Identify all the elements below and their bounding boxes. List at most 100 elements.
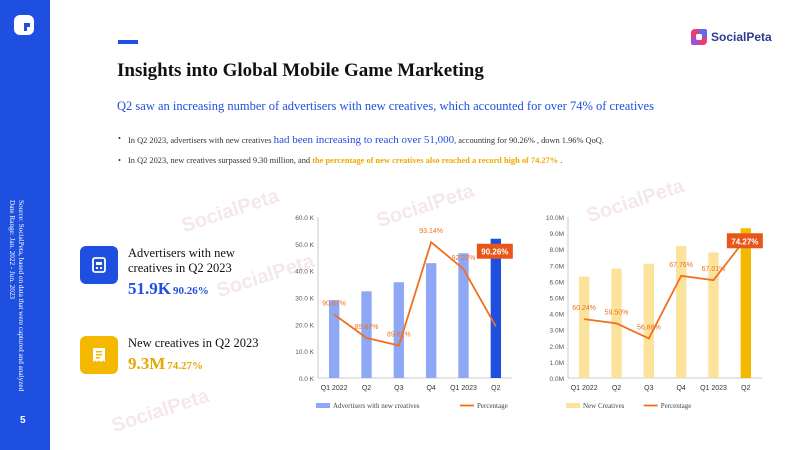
title-accent-bar [118, 40, 138, 44]
data-label: 89.87% [355, 324, 379, 331]
bullet-text: In Q2 2023, advertisers with new creativ… [128, 136, 274, 145]
stat-percentage: 90.26% [172, 285, 209, 297]
stat-label: Advertisers with new creatives in Q2 202… [128, 246, 235, 275]
y-tick-label: 6.0M [550, 279, 564, 286]
receipt-icon [80, 336, 118, 374]
y-tick-label: 30.0 K [295, 296, 314, 303]
y-tick-label: 20.0 K [295, 322, 314, 329]
date-range-text: Date Range: Jan. 2022 - Jun. 2023 [8, 200, 17, 300]
stat-value: 51.9K [128, 279, 171, 298]
callout-label: 74.27% [731, 237, 758, 246]
socialpeta-logo-icon [14, 15, 34, 35]
legend-label: Advertisers with new creatives [333, 402, 420, 410]
x-tick-label: Q2 [491, 385, 500, 392]
bar [328, 300, 340, 378]
y-tick-label: 10.0 K [295, 349, 314, 356]
bar [458, 253, 469, 378]
y-tick-label: 8.0M [550, 247, 564, 254]
bar [393, 282, 405, 378]
bar [578, 276, 590, 378]
x-tick-label: Q1 2022 [321, 385, 348, 392]
percentage-line [584, 237, 747, 340]
bar [740, 228, 752, 378]
bar [708, 252, 719, 378]
y-tick-label: 7.0M [550, 263, 564, 270]
y-tick-label: 3.0M [550, 328, 564, 335]
sidebar: Source: SocialPeta, based on data that w… [0, 0, 50, 450]
watermark: SocialPeta [108, 384, 212, 438]
bar [675, 245, 687, 378]
callout-box [476, 243, 513, 259]
chart-creatives: 0.0M 1.0M 2.0M 3.0M 4.0M 5.0M 6.0M 7.0M 8.0M 9.0M… [532, 205, 792, 420]
y-tick-label: 40.0 K [295, 269, 314, 276]
y-tick-label: 0.0 K [299, 376, 315, 383]
bar [643, 263, 655, 378]
advertisers-chart: 0.0 K 10.0 K 20.0 K 30.0 K 40.0 K 50.0 K 60.0 … [295, 215, 513, 410]
x-tick-label: Q4 [676, 385, 685, 392]
creatives-chart: 0.0M 1.0M 2.0M 3.0M 4.0M 5.0M 6.0M 7.0M 8.0M 9.0M… [546, 215, 763, 410]
bar [361, 291, 372, 378]
y-tick-label: 60.0 K [295, 215, 314, 222]
source-text: Source: SocialPeta, based on data that w… [17, 200, 25, 392]
stat-value: 9.3M [128, 354, 166, 373]
legend-swatch-bars [316, 403, 330, 408]
data-label: 92.22% [452, 255, 476, 262]
bullet-text: , accounting for 90.26% , down 1.96% QoQ… [454, 136, 604, 145]
ad-card-icon [80, 246, 118, 284]
x-tick-label: Q4 [426, 385, 435, 392]
x-tick-label: Q1 2022 [571, 385, 598, 392]
y-tick-label: 4.0M [550, 312, 564, 319]
stat-new-creatives: New creatives in Q2 2023 9.3M 74.27% [80, 336, 259, 374]
x-tick-label: Q2 [612, 385, 621, 392]
brand-logo: SocialPeta [690, 28, 772, 46]
x-tick-label: Q2 [362, 385, 371, 392]
bullet-highlight: had been increasing to reach over 51,000 [273, 134, 455, 146]
page-title: Insights into Global Mobile Game Marketi… [117, 60, 484, 81]
bullet-list: In Q2 2023, advertisers with new creativ… [118, 134, 758, 175]
data-label: 89.61% [387, 332, 411, 339]
y-tick-label: 1.0M [550, 360, 564, 367]
x-tick-label: Q3 [394, 385, 403, 392]
data-label: 67.76% [669, 262, 693, 269]
y-tick-label: 10.0M [546, 215, 564, 222]
percentage-line [333, 240, 497, 347]
data-label: 59.50% [605, 309, 629, 316]
bullet-item: In Q2 2023, new creatives surpassed 9.30… [118, 156, 758, 165]
bar [490, 238, 502, 378]
stat-advertisers: Advertisers with new creatives in Q2 202… [80, 246, 258, 299]
stat-label: New creatives in Q2 2023 [128, 336, 259, 350]
data-label: 60.24% [572, 305, 596, 312]
y-tick-label: 0.0M [550, 376, 564, 383]
source-note: Source: SocialPeta, based on data that w… [8, 200, 48, 400]
data-label: 67.01% [702, 266, 726, 273]
legend-label: New Creatives [583, 402, 625, 410]
callout-label: 90.26% [481, 248, 508, 257]
bar [425, 263, 437, 378]
data-label: 56.88% [637, 324, 661, 331]
data-label: 93.14% [419, 228, 443, 235]
y-tick-label: 50.0 K [295, 242, 314, 249]
data-label: 90.67% [322, 300, 346, 307]
stat-percentage: 74.27% [167, 360, 204, 372]
x-tick-label: Q3 [644, 385, 653, 392]
brand-name: SocialPeta [711, 30, 772, 44]
y-tick-label: 9.0M [550, 231, 564, 238]
y-tick-label: 2.0M [550, 344, 564, 351]
bullet-text: . [558, 156, 563, 165]
chart-advertisers: 0.0 K 10.0 K 20.0 K 30.0 K 40.0 K 50.0 K 60.0 … [282, 205, 542, 420]
page-number: 5 [20, 415, 26, 426]
watermark: SocialPeta [178, 184, 282, 238]
socialpeta-logo-icon [691, 29, 707, 45]
legend-swatch-bars [566, 403, 580, 408]
bullet-text: In Q2 2023, new creatives surpassed 9.30… [128, 156, 313, 165]
legend-label: Percentage [661, 402, 692, 410]
bullet-highlight: the percentage of new creatives also rea… [312, 156, 559, 165]
x-tick-label: Q1 2023 [700, 385, 727, 392]
x-tick-label: Q1 2023 [450, 385, 477, 392]
x-tick-label: Q2 [741, 385, 750, 392]
callout-box [726, 233, 763, 249]
bullet-item: In Q2 2023, advertisers with new creativ… [118, 134, 758, 146]
page-subtitle: Q2 saw an increasing number of advertise… [117, 99, 654, 113]
legend-label: Percentage [477, 402, 508, 410]
y-tick-label: 5.0M [550, 296, 564, 303]
